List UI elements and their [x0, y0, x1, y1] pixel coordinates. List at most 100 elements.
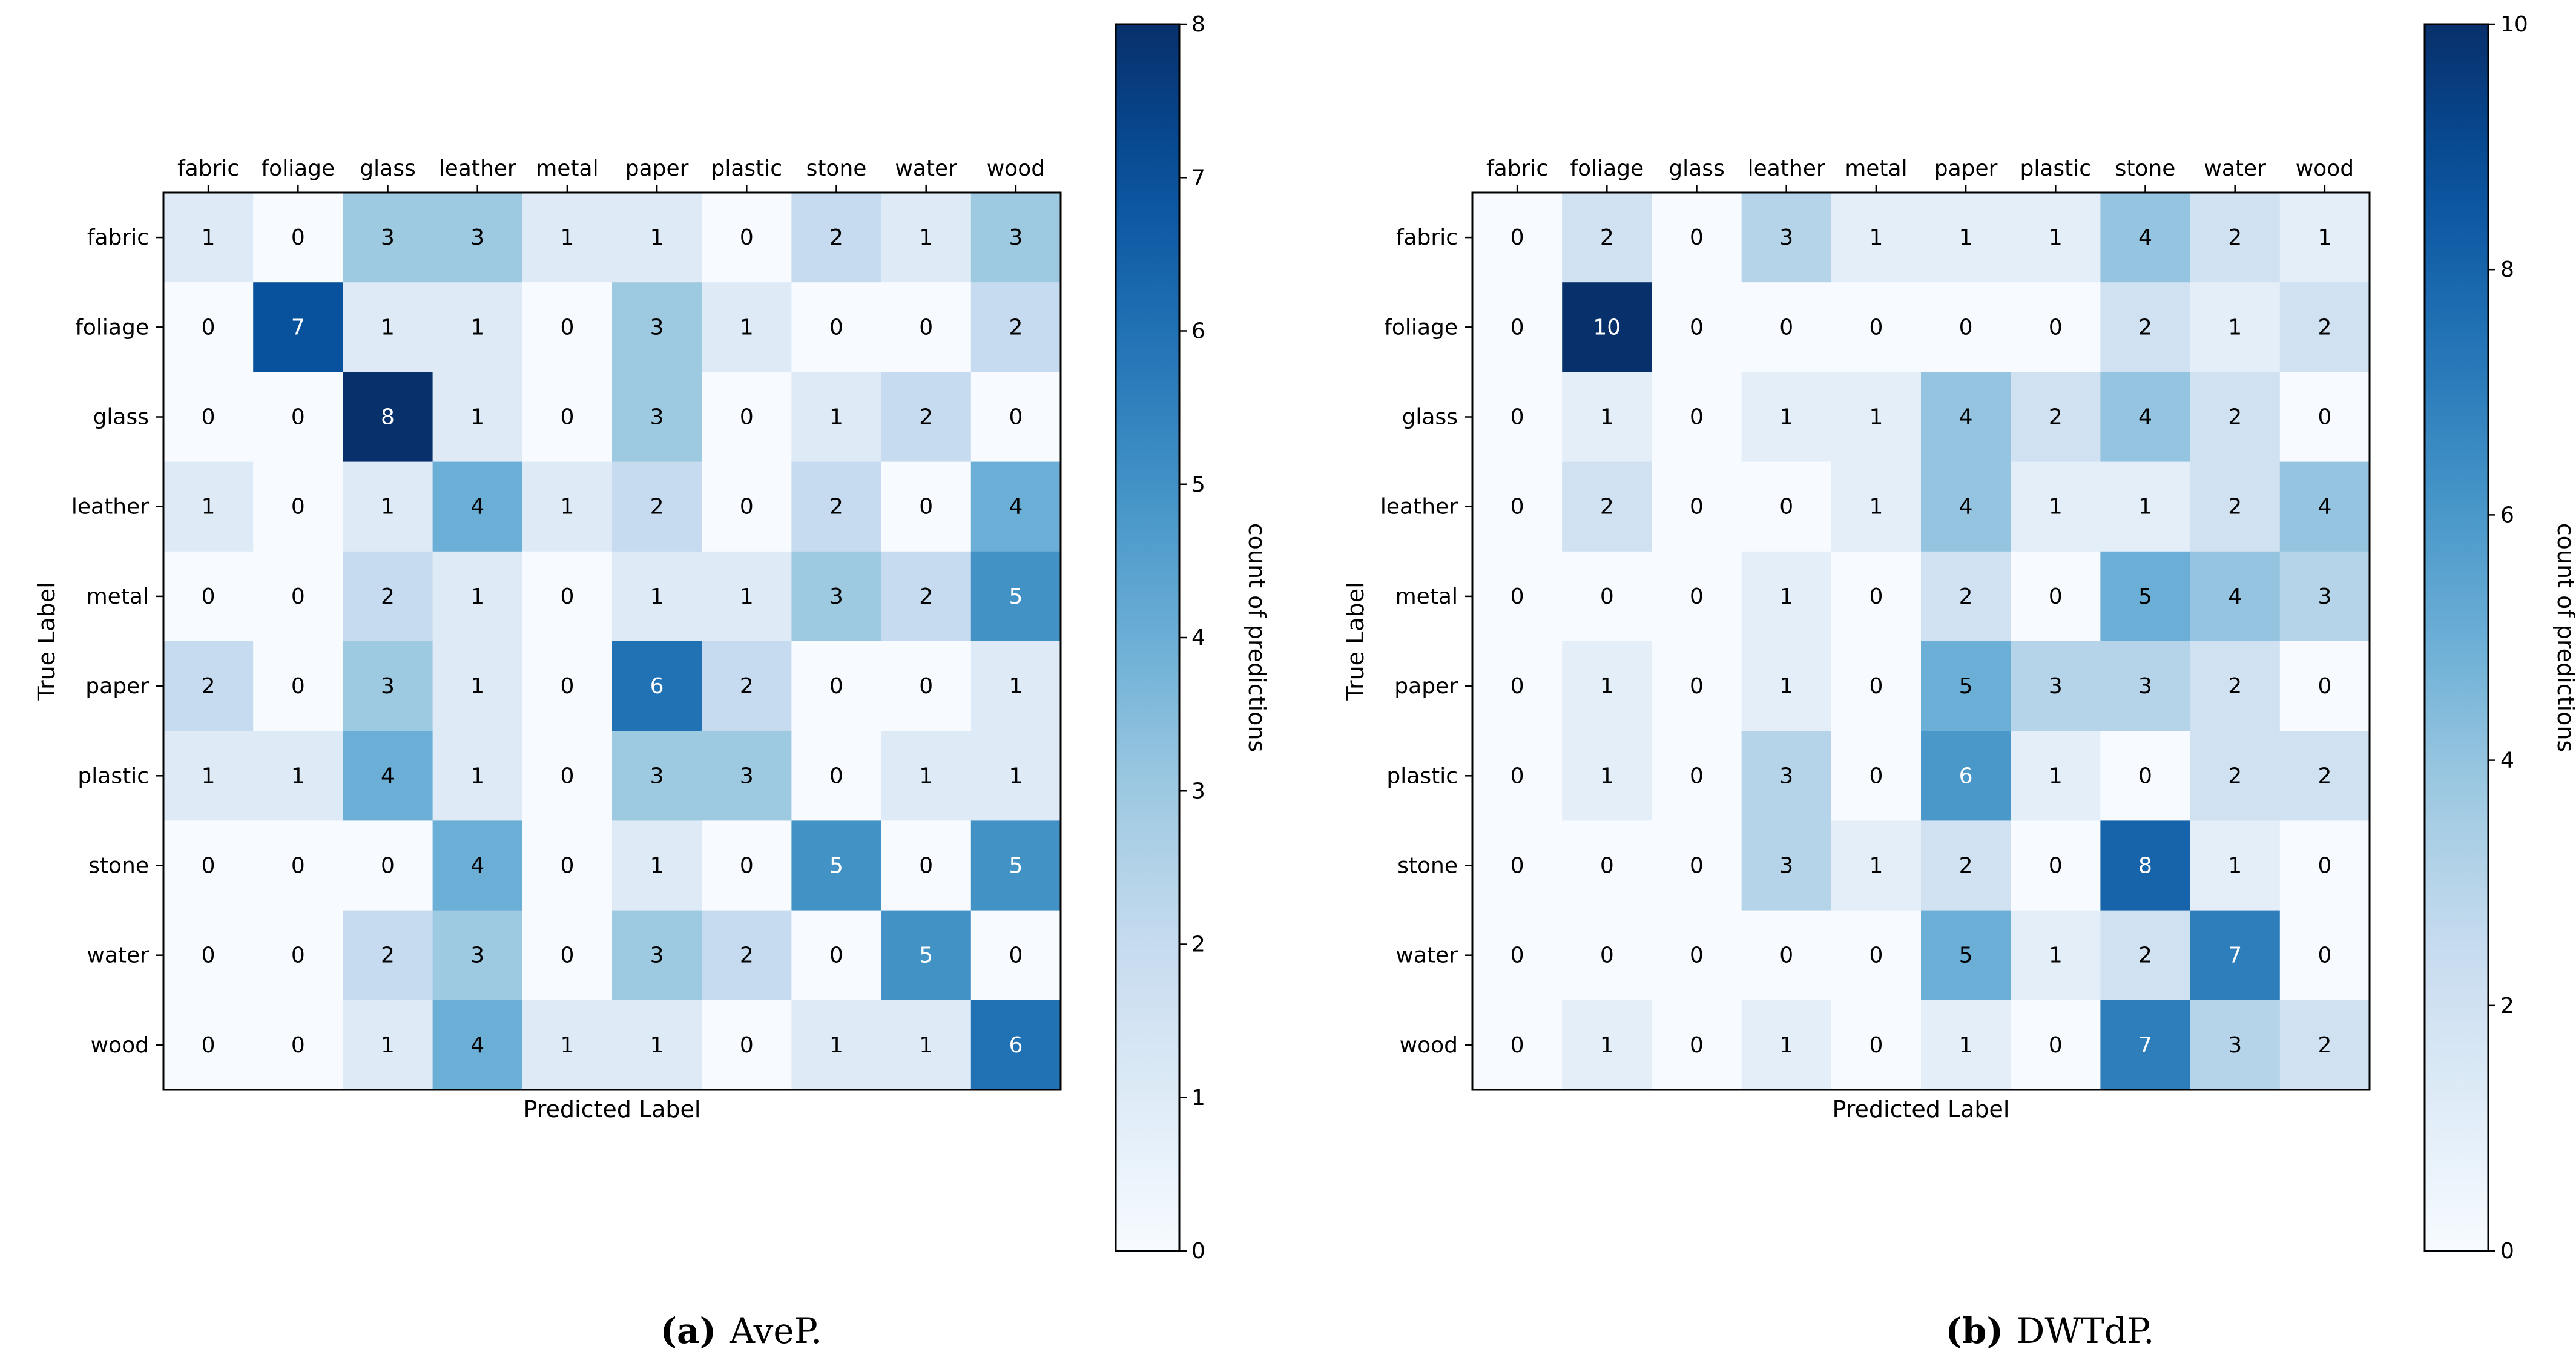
cell-value-fabric-leather: 3 [1779, 225, 1793, 250]
y-tick-label-foliage: foliage [1384, 315, 1458, 340]
cell-value-paper-metal: 0 [1869, 674, 1883, 699]
cell-value-paper-glass: 3 [381, 674, 395, 699]
cell-plastic-leather [1741, 731, 1832, 821]
cell-value-foliage-water: 1 [2228, 315, 2242, 340]
cell-glass-fabric [1472, 372, 1563, 463]
cell-value-fabric-wood: 3 [1009, 225, 1023, 250]
cell-value-foliage-fabric: 0 [202, 315, 216, 340]
cell-stone-paper [1921, 820, 2011, 911]
cell-value-water-paper: 3 [650, 943, 664, 968]
cell-value-leather-glass: 1 [381, 495, 395, 520]
cell-paper-foliage [253, 641, 343, 731]
cell-value-fabric-glass: 3 [381, 225, 395, 250]
cell-metal-fabric [1472, 551, 1563, 642]
cell-paper-glass [1652, 641, 1742, 731]
cell-value-glass-leather: 1 [1779, 405, 1793, 430]
cell-glass-water [881, 372, 972, 463]
colorbar-tick-label-0: 0 [1191, 1239, 1205, 1264]
colorbar [2423, 23, 2489, 1252]
cell-value-metal-glass: 0 [1690, 584, 1704, 609]
cell-metal-plastic [702, 551, 792, 642]
x-tick-label-metal: metal [1845, 156, 1907, 181]
cell-value-fabric-wood: 1 [2317, 225, 2331, 250]
cell-fabric-foliage [1562, 193, 1652, 283]
cell-fabric-glass [1652, 193, 1742, 283]
cell-value-stone-wood: 5 [1009, 854, 1023, 879]
cell-value-metal-plastic: 0 [2049, 584, 2063, 609]
cell-plastic-paper [612, 731, 702, 821]
colorbar-tick-label-4: 4 [2500, 748, 2514, 773]
cell-metal-metal [522, 551, 613, 642]
cell-value-metal-metal: 0 [560, 584, 574, 609]
cell-stone-paper [612, 820, 702, 911]
cell-value-water-wood: 0 [2317, 943, 2331, 968]
cell-value-plastic-plastic: 1 [2049, 764, 2063, 788]
colorbar [1115, 23, 1181, 1252]
cell-water-foliage [1562, 910, 1652, 1001]
cell-value-fabric-foliage: 2 [1600, 225, 1614, 250]
caption-label: (b) [1945, 1310, 2003, 1351]
colorbar-tick-label-2: 2 [1191, 932, 1205, 957]
cell-foliage-metal [522, 282, 613, 372]
cell-metal-glass [1652, 551, 1742, 642]
cell-wood-leather [432, 1000, 523, 1090]
cell-metal-stone [791, 551, 882, 642]
cell-water-water [881, 910, 972, 1001]
cell-paper-paper [1921, 641, 2011, 731]
cell-water-wood [2279, 910, 2370, 1001]
cell-value-paper-stone: 3 [2138, 674, 2152, 699]
y-tick-label-foliage: foliage [75, 315, 149, 340]
cell-fabric-water [881, 193, 972, 283]
cell-glass-wood [2279, 372, 2370, 463]
x-tick-label-plastic: plastic [2020, 156, 2092, 181]
cell-value-wood-foliage: 0 [291, 1033, 305, 1058]
cell-value-paper-metal: 0 [560, 674, 574, 699]
cell-foliage-leather [432, 282, 523, 372]
caption: (b) DWTdP. [1945, 1310, 2154, 1351]
cell-glass-metal [1831, 372, 1922, 463]
colorbar-tick-label-10: 10 [2500, 12, 2528, 37]
cell-value-fabric-plastic: 1 [2049, 225, 2063, 250]
y-tick-label-water: water [1395, 943, 1458, 968]
cell-value-glass-glass: 0 [1690, 405, 1704, 430]
y-axis-ticks: fabric foliage glass leather metal paper plast… [1380, 225, 1472, 1058]
cell-value-plastic-paper: 3 [650, 764, 664, 788]
cell-value-wood-paper: 1 [650, 1033, 664, 1058]
cell-value-plastic-leather: 3 [1779, 764, 1793, 788]
cell-value-leather-leather: 0 [1779, 495, 1793, 520]
cell-stone-leather [1741, 820, 1832, 911]
x-tick-label-wood: wood [2296, 156, 2354, 181]
cell-foliage-fabric [1472, 282, 1563, 372]
cell-value-plastic-water: 2 [2228, 764, 2242, 788]
x-tick-label-leather: leather [439, 156, 516, 181]
cell-stone-metal [1831, 820, 1922, 911]
cell-value-paper-plastic: 2 [740, 674, 754, 699]
cell-stone-metal [522, 820, 613, 911]
cell-foliage-paper [1921, 282, 2011, 372]
cell-glass-paper [612, 372, 702, 463]
colorbar-tick-label-2: 2 [2500, 994, 2514, 1018]
cell-value-water-paper: 5 [1959, 943, 1973, 968]
cell-value-stone-glass: 0 [381, 854, 395, 879]
y-tick-label-paper: paper [1394, 674, 1458, 699]
cell-value-stone-water: 1 [2228, 854, 2242, 879]
cell-fabric-foliage [253, 193, 343, 283]
cell-fabric-paper [1921, 193, 2011, 283]
cell-metal-wood [970, 551, 1061, 642]
cell-wood-fabric [163, 1000, 254, 1090]
y-axis-title: True Label [33, 582, 60, 701]
cell-metal-water [881, 551, 972, 642]
cell-value-plastic-plastic: 3 [740, 764, 754, 788]
cell-wood-paper [612, 1000, 702, 1090]
colorbar-tick-label-6: 6 [1191, 319, 1205, 344]
cell-metal-plastic [2011, 551, 2101, 642]
cell-value-foliage-leather: 0 [1779, 315, 1793, 340]
x-tick-label-water: water [2204, 156, 2266, 181]
x-axis-ticks: fabric foliage glass leather metal paper plast… [1486, 156, 2354, 193]
cell-fabric-fabric [163, 193, 254, 283]
heatmap-cells: 0 2 0 3 1 1 1 4 2 10 10 0 0 0 0 0 2 1 20 1 0 1 1 4 2 4 2 00 2 0 0 1 4 1 1 2… [1472, 193, 2370, 1090]
cell-value-plastic-metal: 0 [1869, 764, 1883, 788]
cell-value-glass-foliage: 0 [291, 405, 305, 430]
cell-paper-plastic [2011, 641, 2101, 731]
